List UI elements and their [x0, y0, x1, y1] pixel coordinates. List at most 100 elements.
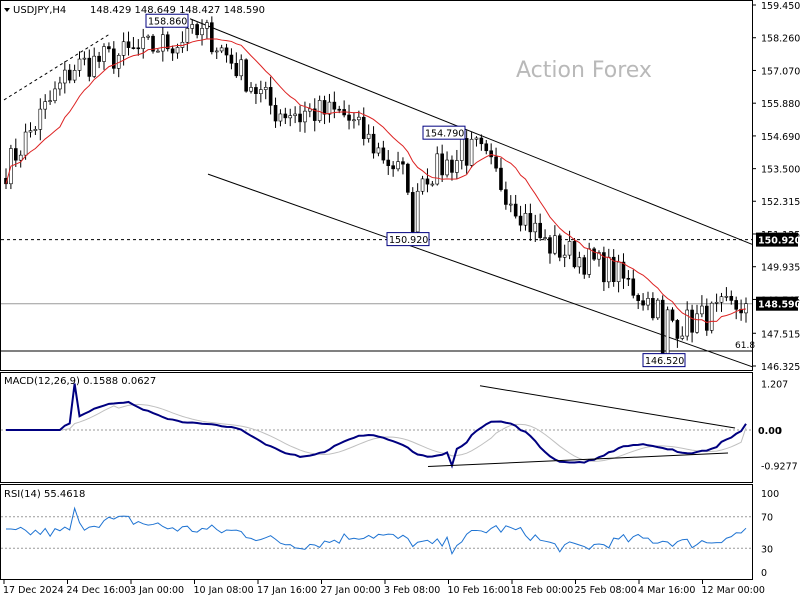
price-tick-label: 159.450: [761, 1, 800, 12]
candle-body: [214, 50, 219, 53]
candle-body: [53, 88, 57, 101]
candle-body: [553, 235, 557, 254]
candle-body: [141, 36, 146, 49]
macd-lower-trendline: [427, 452, 729, 467]
price-annotation-box: [642, 353, 686, 368]
candle-body: [690, 309, 694, 333]
candle-body: [660, 299, 665, 355]
candle-body: [87, 57, 92, 77]
candle-body: [28, 130, 33, 133]
candle-body: [170, 48, 175, 54]
candle-body: [704, 305, 709, 331]
candle-body: [538, 222, 542, 238]
candle-body: [499, 167, 503, 190]
candle-body: [293, 113, 297, 116]
candle-body: [557, 235, 562, 258]
candle-body: [734, 300, 738, 310]
price-annotation-label: 154.790: [425, 129, 464, 140]
price-tick-label: 155.880: [761, 99, 800, 110]
time-tick-label: 10 Feb 16:00: [448, 585, 510, 596]
candle-body: [136, 47, 141, 50]
time-tick-label: 12 Mar 00:00: [702, 585, 765, 596]
price-tag: [756, 232, 798, 247]
candle-body: [126, 41, 131, 48]
candle-body: [459, 138, 464, 161]
candle-body: [161, 34, 165, 52]
candle-body: [700, 305, 704, 315]
candle-body: [724, 295, 729, 298]
macd-signal-line: [6, 403, 747, 462]
candle-body: [479, 137, 484, 145]
fib-label: 61.8: [735, 341, 755, 351]
candle-body: [455, 160, 459, 173]
candle-body: [719, 296, 724, 303]
candle-body: [401, 161, 405, 165]
candle-body: [92, 55, 97, 77]
price-tick-label: 154.690: [761, 132, 800, 143]
rsi-panel: 100 70 30 0: [1, 489, 779, 579]
candle-body: [469, 138, 474, 166]
watermark: Action Forex: [516, 58, 652, 83]
candle-body: [283, 113, 288, 119]
candle-body: [391, 165, 395, 170]
candle-body: [14, 148, 18, 161]
candle-body: [165, 34, 170, 50]
macd-tick-label: 1.207: [761, 380, 788, 391]
macd-line: [6, 383, 747, 469]
candle-body: [410, 192, 415, 233]
candle-body: [205, 22, 209, 29]
candle-body: [641, 300, 645, 306]
candle-body: [655, 299, 660, 319]
candle-body: [430, 183, 435, 186]
candle-body: [361, 116, 366, 139]
candle-body: [729, 295, 734, 301]
price-tick-label: 149.935: [761, 263, 800, 274]
candle-body: [327, 101, 332, 115]
time-tick-label: 24 Dec 16:00: [67, 585, 131, 596]
candle-body: [195, 24, 199, 36]
macd-title: MACD(12,26,9) 0.1588 0.0627: [4, 376, 156, 387]
price-panel-frame: [0, 0, 753, 371]
candle-body: [376, 147, 381, 154]
channel-upper-line: [189, 18, 753, 245]
candle-body: [371, 133, 376, 154]
candle-body: [592, 248, 596, 260]
candle-body: [415, 190, 420, 233]
price-tick-label: 158.260: [761, 34, 800, 45]
candle-body: [224, 47, 229, 56]
candle-body: [102, 46, 106, 62]
candle-body: [606, 256, 611, 283]
candle-body: [229, 54, 234, 64]
candle-body: [543, 237, 547, 239]
candle-body: [489, 150, 493, 158]
candle-body: [440, 153, 444, 176]
candle-body: [298, 113, 302, 123]
reference-lines: 150.920 148.590: [1, 232, 800, 352]
candle-body: [185, 28, 190, 43]
candle-body: [33, 129, 38, 131]
candle-body: [43, 101, 48, 110]
macd-upper-trendline: [479, 385, 736, 429]
candle-body: [156, 50, 160, 53]
candle-body: [48, 100, 52, 102]
candle-body: [366, 133, 371, 139]
candle-body: [146, 35, 150, 38]
candle-body: [347, 114, 351, 121]
candle-body: [523, 213, 528, 226]
symbol-dropdown-icon[interactable]: [4, 8, 10, 12]
candle-body: [665, 309, 670, 355]
candle-body: [82, 57, 87, 60]
candle-body: [58, 82, 62, 90]
candle-body: [386, 159, 391, 166]
macd-zero-tag: [756, 422, 778, 437]
rsi-line: [5, 506, 747, 555]
candle-body: [670, 309, 675, 321]
candle-body: [107, 46, 111, 50]
time-tick-label: 4 Mar 16:00: [638, 585, 695, 596]
price-annotation-box: [386, 232, 430, 247]
candle-body: [406, 163, 410, 193]
candle-body: [484, 143, 489, 152]
candle-body: [97, 55, 101, 62]
price-tick-label: 152.315: [761, 197, 800, 208]
